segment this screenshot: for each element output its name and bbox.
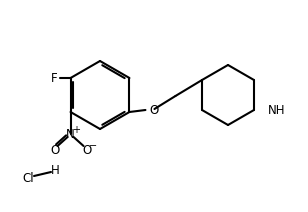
Text: O: O: [82, 144, 91, 156]
Text: Cl: Cl: [22, 172, 34, 184]
Text: H: H: [51, 163, 59, 177]
Text: +: +: [71, 125, 79, 135]
Text: NH: NH: [268, 103, 286, 117]
Text: −: −: [88, 141, 97, 151]
Text: N: N: [66, 127, 75, 141]
Text: O: O: [50, 144, 59, 156]
Text: F: F: [51, 71, 58, 85]
Text: O: O: [149, 103, 159, 117]
